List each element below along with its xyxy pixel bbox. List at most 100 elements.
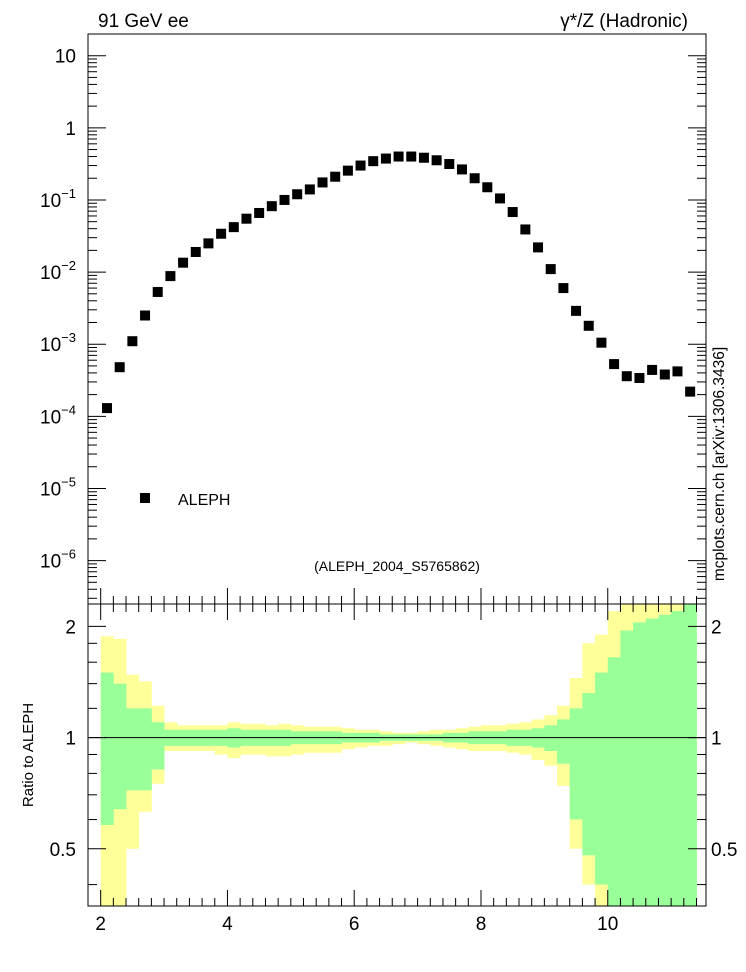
ratio-bands [100, 604, 697, 906]
data-point [418, 152, 429, 163]
data-point [228, 222, 239, 233]
stat-uncertainty-band [671, 611, 685, 906]
data-point [520, 224, 531, 235]
stat-uncertainty-band [544, 725, 558, 751]
stat-uncertainty-band [113, 683, 127, 810]
ratio-x-tick-label: 4 [222, 914, 233, 935]
y-tick-label: 10 [55, 47, 76, 68]
data-point [672, 366, 683, 377]
y-tick-label: 10−4 [40, 402, 76, 428]
data-point [596, 337, 607, 348]
stat-uncertainty-band [658, 614, 672, 906]
ratio-y-tick-label-right: 2 [711, 617, 722, 638]
stat-uncertainty-band [683, 604, 697, 906]
stat-uncertainty-band [557, 719, 571, 764]
ratio-x-tick-label: 2 [95, 914, 106, 935]
ratio-x-tick-label: 6 [349, 914, 360, 935]
ratio-x-tick-label: 8 [476, 914, 487, 935]
ratio-plot-panel: 0.5 0.5 1 1 2 2 2 4 6 8 10 Ratio to ALEPH [20, 603, 737, 935]
data-point [203, 238, 214, 249]
y-tick-label: 1 [65, 119, 76, 140]
stat-uncertainty-band [595, 672, 609, 885]
ratio-x-tick-label: 10 [597, 914, 618, 935]
ratio-y-tick-label: 0.5 [50, 840, 76, 861]
data-point [482, 182, 493, 193]
stat-uncertainty-band [620, 630, 634, 906]
header-right-label: γ*/Z (Hadronic) [560, 11, 688, 32]
data-point [140, 310, 151, 321]
stat-uncertainty-band [607, 657, 621, 906]
data-point [114, 362, 125, 373]
data-point [545, 264, 556, 275]
data-point [368, 156, 379, 167]
stat-uncertainty-band [138, 708, 152, 791]
data-point [190, 246, 201, 257]
ratio-x-axis: 2 4 6 8 10 [95, 604, 697, 935]
main-x-ticks [100, 588, 697, 604]
data-point [571, 305, 582, 316]
legend-marker [140, 493, 150, 503]
data-point [621, 371, 632, 382]
data-point [393, 151, 404, 162]
stat-uncertainty-band [582, 693, 596, 856]
ratio-y-tick-label-right: 1 [711, 729, 722, 750]
data-point [266, 201, 277, 212]
data-point [647, 364, 658, 375]
ratio-y-tick-label: 2 [65, 617, 76, 638]
data-point [254, 207, 265, 218]
y-tick-label: 10−3 [40, 330, 76, 356]
stat-uncertainty-band [151, 722, 165, 770]
side-label: mcplots.cern.ch [arXiv:1306.3436] [711, 347, 728, 581]
data-point [342, 165, 353, 176]
data-point [431, 155, 442, 166]
data-point [304, 184, 315, 195]
stat-uncertainty-band [100, 672, 114, 825]
data-point [292, 189, 303, 200]
legend-label: ALEPH [178, 492, 230, 509]
legend: ALEPH [140, 492, 230, 509]
data-point [634, 372, 645, 383]
ratio-y-axis-title: Ratio to ALEPH [20, 703, 37, 807]
data-point [279, 194, 290, 205]
y-tick-label: 10−2 [40, 258, 76, 284]
data-point [495, 193, 505, 204]
data-point [583, 320, 594, 331]
data-point [330, 171, 341, 182]
data-point [558, 283, 569, 294]
y-tick-label: 10−5 [40, 474, 76, 500]
data-point [241, 213, 252, 224]
data-point [380, 153, 391, 164]
data-point [165, 271, 176, 282]
data-point [659, 369, 670, 380]
data-point [507, 207, 518, 218]
main-plot-markers [102, 151, 696, 414]
ratio-y-tick-label-right: 0.5 [711, 840, 737, 861]
stat-uncertainty-band [633, 622, 647, 906]
data-point [533, 242, 544, 253]
stat-uncertainty-band [126, 708, 140, 791]
data-point [152, 286, 163, 297]
ratio-y-axis: 0.5 0.5 1 1 2 2 [50, 617, 737, 886]
header-left-label: 91 GeV ee [98, 11, 189, 32]
data-point [456, 164, 467, 175]
analysis-label: (ALEPH_2004_S5765862) [314, 558, 480, 574]
main-plot-panel: 10−6 10−5 10−4 10−3 10−2 10−1 1 10 (ALEPH_2004_… [40, 33, 707, 605]
data-point [355, 160, 366, 171]
data-point [317, 177, 328, 188]
main-plot-frame [87, 33, 707, 605]
stat-uncertainty-band [645, 618, 659, 906]
main-y-axis: 10−6 10−5 10−4 10−3 10−2 10−1 1 10 [40, 33, 706, 599]
data-point [178, 257, 189, 268]
data-point [609, 359, 620, 370]
data-point [685, 386, 696, 397]
data-point [444, 159, 455, 170]
y-tick-label: 10−6 [40, 547, 76, 573]
ratio-y-tick-label: 1 [65, 729, 76, 750]
data-point [102, 403, 113, 414]
data-point [406, 151, 417, 162]
data-point [127, 336, 138, 347]
data-point [469, 173, 480, 184]
data-point [216, 228, 227, 239]
y-tick-label: 10−1 [40, 186, 76, 212]
